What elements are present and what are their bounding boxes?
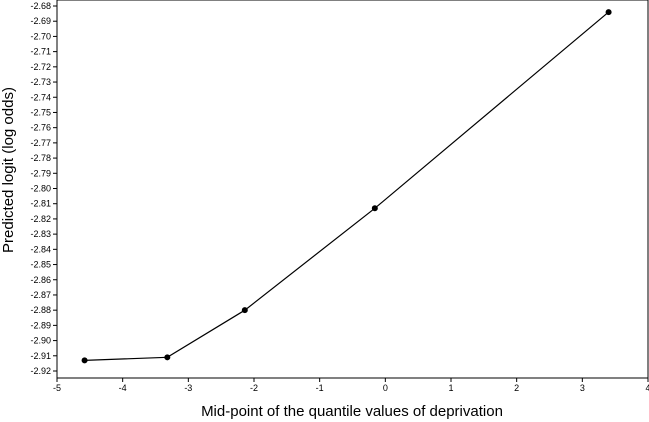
y-tick-label: -2.73 [30,77,51,87]
data-point [81,357,88,364]
x-tick-label: 0 [383,383,388,393]
y-tick-label: -2.70 [30,31,51,41]
y-tick-label: -2.82 [30,214,51,224]
y-tick-label: -2.84 [30,244,51,254]
y-tick-label: -2.86 [30,275,51,285]
y-tick-label: -2.81 [30,199,51,209]
y-axis: -2.92 -2.91 -2.90 -2.89 -2.88 -2.87 -2.86 -2.85… [30,1,57,376]
y-tick-label: -2.78 [30,153,51,163]
y-tick-label: -2.68 [30,1,51,11]
y-tick-label: -2.77 [30,138,51,148]
data-point [241,307,248,314]
x-tick-label: -2 [250,383,258,393]
y-tick-label: -2.92 [30,366,51,376]
y-tick-label: -2.90 [30,336,51,346]
x-tick-label: -3 [184,383,192,393]
y-tick-label: -2.71 [30,47,51,57]
x-tick-label: 2 [514,383,519,393]
y-tick-label: -2.80 [30,184,51,194]
x-tick-label: 4 [645,383,649,393]
x-axis: -5 -4 -3 -2 -1 0 1 2 3 4 [53,378,649,393]
y-tick-label: -2.91 [30,351,51,361]
data-point [371,205,378,212]
series [81,9,612,364]
x-tick-label: 1 [448,383,453,393]
y-axis-title: Predicted logit (log odds) [0,87,17,253]
y-tick-label: -2.69 [30,16,51,26]
x-axis-title: Mid-point of the quantile values of depr… [201,403,503,420]
x-tick-label: 3 [580,383,585,393]
data-point [164,354,171,361]
x-tick-label: -4 [119,383,127,393]
y-tick-label: -2.79 [30,168,51,178]
y-tick-label: -2.72 [30,62,51,72]
y-tick-label: -2.89 [30,320,51,330]
y-tick-label: -2.83 [30,229,51,239]
y-tick-label: -2.74 [30,92,51,102]
y-tick-label: -2.85 [30,260,51,270]
y-tick-label: -2.76 [30,123,51,133]
x-tick-label: -1 [316,383,324,393]
y-tick-label: -2.75 [30,107,51,117]
x-tick-label: -5 [53,383,61,393]
y-tick-label: -2.88 [30,305,51,315]
data-point [605,9,612,16]
y-tick-label: -2.87 [30,290,51,300]
plot-frame [56,0,649,379]
